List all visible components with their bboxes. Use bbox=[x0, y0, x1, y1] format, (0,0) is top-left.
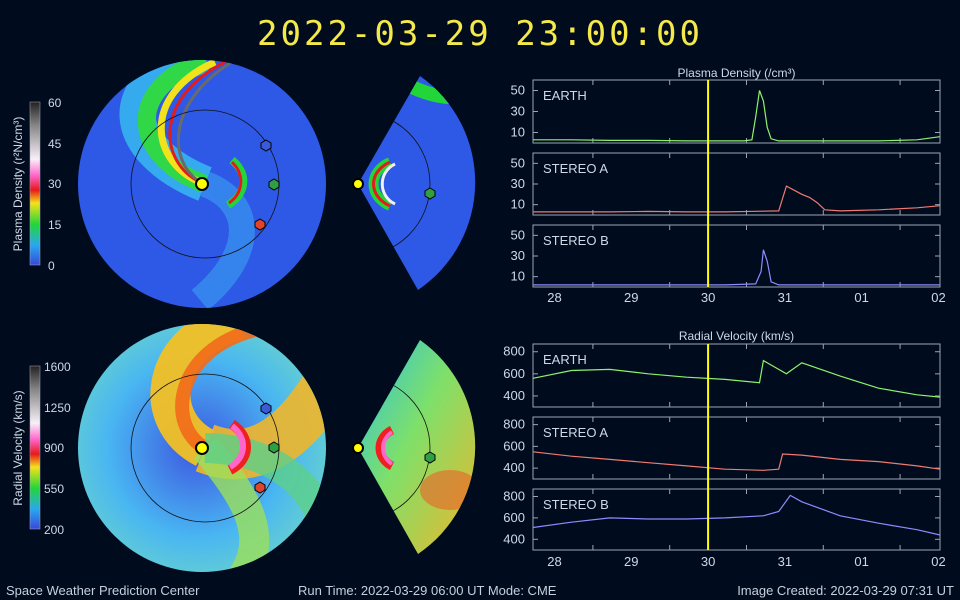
x-tick-label: 02 bbox=[931, 290, 945, 305]
stereo-b-marker bbox=[260, 139, 272, 152]
density-ecliptic-disk bbox=[78, 60, 326, 308]
x-tick-label: 30 bbox=[701, 290, 715, 305]
velocity-tick: 550 bbox=[44, 482, 64, 496]
x-tick-label: 29 bbox=[624, 290, 638, 305]
chart-title: Plasma Density (/cm³) bbox=[677, 66, 795, 80]
earth-marker bbox=[268, 178, 280, 191]
x-tick-label: 31 bbox=[778, 554, 792, 569]
y-tick-label: 10 bbox=[511, 269, 525, 284]
density-tick: 45 bbox=[48, 137, 62, 151]
y-tick-label: 400 bbox=[503, 531, 525, 546]
panel-frame bbox=[532, 488, 941, 551]
y-tick-label: 600 bbox=[503, 366, 525, 381]
velocity-ecliptic-disk bbox=[78, 324, 326, 572]
panel-label: EARTH bbox=[543, 352, 587, 367]
y-tick-label: 400 bbox=[503, 388, 525, 403]
density-tick: 0 bbox=[48, 259, 55, 273]
y-tick-label: 50 bbox=[511, 155, 525, 170]
velocity-colorbar-label: Radial Velocity (km/s) bbox=[11, 390, 25, 505]
sun-marker bbox=[195, 441, 209, 455]
density-colorbar: Plasma Density (r²N/cm³) 60 45 30 15 0 bbox=[11, 96, 62, 273]
x-tick-label: 28 bbox=[547, 290, 561, 305]
velocity-colorbar: Radial Velocity (km/s) 1600 1250 900 550… bbox=[11, 360, 71, 537]
velocity-timeseries: Radial Velocity (km/s) 400 600 800 EARTH 400 6… bbox=[503, 329, 945, 569]
series-line bbox=[532, 451, 941, 471]
chart-panel: 10 30 50 STEREO A bbox=[511, 152, 941, 216]
y-tick-label: 400 bbox=[503, 460, 525, 475]
series-line bbox=[532, 359, 941, 398]
chart-title: Radial Velocity (km/s) bbox=[679, 329, 794, 343]
earth-marker bbox=[268, 441, 280, 454]
stereo-b-marker bbox=[260, 402, 272, 415]
x-tick-label: 01 bbox=[854, 290, 868, 305]
y-tick-label: 600 bbox=[503, 438, 525, 453]
panel-label: EARTH bbox=[543, 88, 587, 103]
chart-panel: 400 600 800 EARTH bbox=[503, 343, 941, 408]
panel-label: STEREO B bbox=[543, 233, 609, 248]
x-tick-label: 30 bbox=[701, 554, 715, 569]
earth-marker bbox=[424, 451, 436, 464]
x-tick-label: 28 bbox=[547, 554, 561, 569]
velocity-tick: 1250 bbox=[44, 401, 71, 415]
timestamp-title: 2022-03-29 23:00:00 bbox=[257, 14, 703, 54]
y-tick-label: 10 bbox=[511, 197, 525, 212]
y-tick-label: 800 bbox=[503, 417, 525, 432]
series-line bbox=[533, 249, 940, 286]
chart-panel: 400 600 800 STEREO B bbox=[503, 488, 941, 551]
panel-label: STEREO A bbox=[543, 425, 608, 440]
velocity-tick: 1600 bbox=[44, 360, 71, 374]
footer-organization: Space Weather Prediction Center bbox=[6, 583, 200, 598]
x-tick-label: 02 bbox=[931, 554, 945, 569]
x-tick-label: 29 bbox=[624, 554, 638, 569]
panel-frame bbox=[532, 343, 941, 408]
y-tick-label: 10 bbox=[511, 125, 525, 140]
velocity-tick: 900 bbox=[44, 441, 64, 455]
density-tick: 60 bbox=[48, 96, 62, 110]
chart-panel: 10 30 50 STEREO B bbox=[511, 224, 941, 288]
density-tick: 30 bbox=[48, 177, 62, 191]
sun-marker bbox=[195, 177, 209, 191]
density-meridional-wedge bbox=[352, 76, 476, 290]
earth-marker bbox=[424, 187, 436, 200]
sun-marker bbox=[352, 178, 364, 190]
velocity-tick: 200 bbox=[44, 523, 64, 537]
y-tick-label: 30 bbox=[511, 248, 525, 263]
density-tick: 15 bbox=[48, 218, 62, 232]
y-tick-label: 50 bbox=[511, 227, 525, 242]
density-timeseries: Plasma Density (/cm³) 10 30 50 EARTH 10 30 50 ST… bbox=[511, 66, 946, 305]
density-colorbar-label: Plasma Density (r²N/cm³) bbox=[11, 117, 25, 252]
y-tick-label: 30 bbox=[511, 176, 525, 191]
panel-frame bbox=[532, 79, 941, 144]
time-series-charts: Plasma Density (/cm³) 10 30 50 EARTH 10 30 50 ST… bbox=[503, 66, 946, 569]
panel-label: STEREO A bbox=[543, 161, 608, 176]
panel-label: STEREO B bbox=[543, 497, 609, 512]
y-tick-label: 600 bbox=[503, 510, 525, 525]
footer-run-info: Run Time: 2022-03-29 06:00 UT Mode: CME bbox=[298, 583, 557, 598]
y-tick-label: 800 bbox=[503, 488, 525, 503]
stereo-a-marker bbox=[254, 218, 266, 231]
panel-frame bbox=[532, 416, 941, 480]
chart-panel: 400 600 800 STEREO A bbox=[503, 416, 941, 480]
y-tick-label: 50 bbox=[511, 83, 525, 98]
x-tick-label: 01 bbox=[854, 554, 868, 569]
series-line bbox=[533, 185, 941, 213]
footer-image-created: Image Created: 2022-03-29 07:31 UT bbox=[737, 583, 954, 598]
x-tick-label: 31 bbox=[778, 290, 792, 305]
series-line bbox=[532, 494, 941, 536]
sun-marker bbox=[352, 442, 364, 454]
y-tick-label: 800 bbox=[503, 344, 525, 359]
y-tick-label: 30 bbox=[511, 104, 525, 119]
chart-panel: 10 30 50 EARTH bbox=[511, 79, 941, 144]
series-line bbox=[533, 90, 941, 142]
stereo-a-marker bbox=[254, 481, 266, 494]
